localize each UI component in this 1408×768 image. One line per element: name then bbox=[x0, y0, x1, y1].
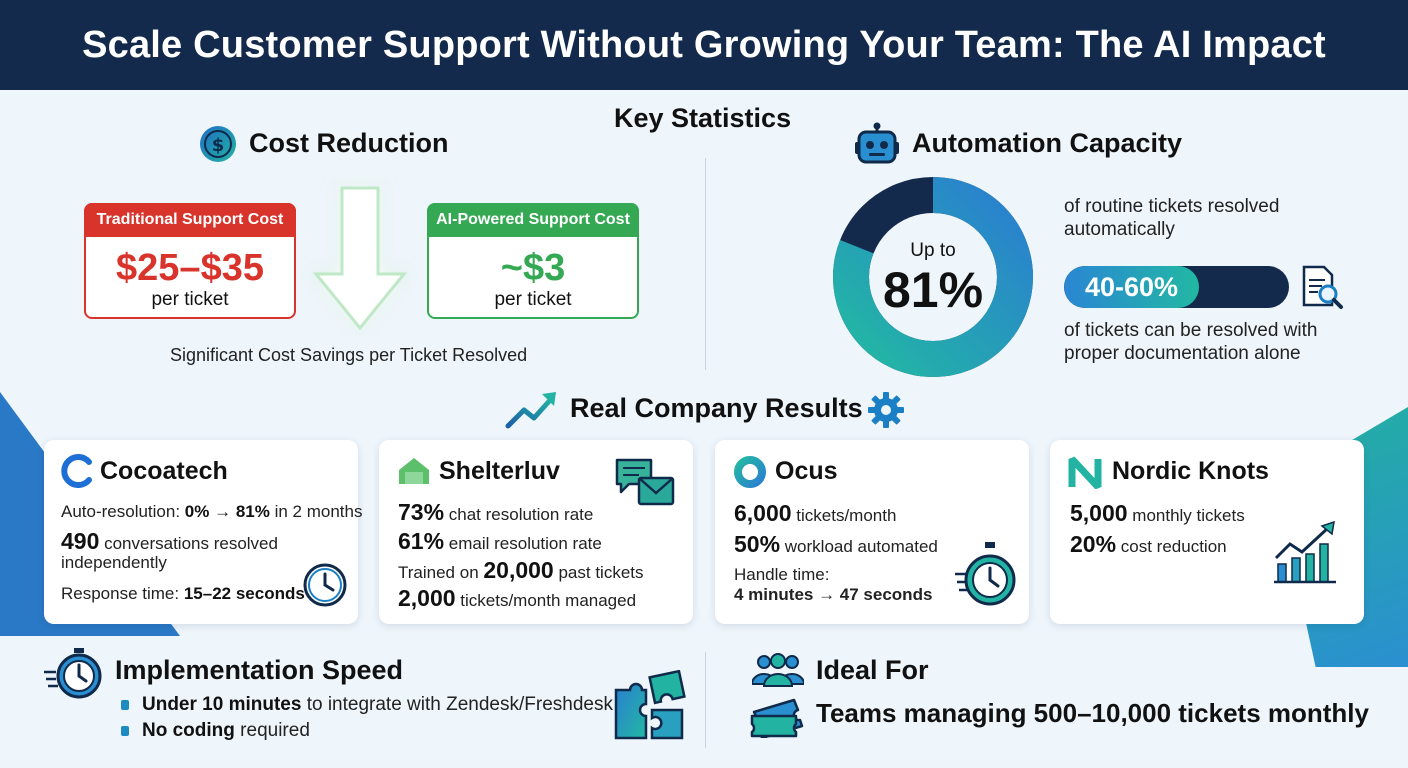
company-line: 20% cost reduction bbox=[1070, 531, 1227, 557]
company-line: 61% email resolution rate bbox=[398, 528, 602, 554]
traditional-cost-tag: Traditional Support Cost bbox=[84, 203, 296, 237]
ideal-for-text: Teams managing 500–10,000 tickets monthl… bbox=[816, 698, 1369, 728]
divider-bottom bbox=[705, 652, 706, 748]
traditional-cost-price: $25–$35 bbox=[116, 247, 264, 289]
company-card-nordic-knots: Nordic Knots 5,000 monthly tickets 20% c… bbox=[1050, 440, 1364, 624]
puzzle-icon bbox=[612, 669, 686, 742]
page-title: Scale Customer Support Without Growing Y… bbox=[82, 23, 1326, 66]
company-line: Auto-resolution: 0% → 81% in 2 months bbox=[61, 502, 363, 521]
ai-cost-price: ~$3 bbox=[500, 247, 566, 289]
ideal-for-title: Ideal For bbox=[816, 655, 929, 685]
ai-cost-tag: AI-Powered Support Cost bbox=[427, 203, 639, 237]
progress-label: 40-60% bbox=[1084, 271, 1179, 302]
cost-savings-caption: Significant Cost Savings per Ticket Reso… bbox=[170, 345, 528, 365]
company-card-ocus: Ocus 6,000 tickets/month 50% workload au… bbox=[715, 440, 1029, 624]
document-search-icon bbox=[1298, 264, 1344, 310]
divider-top bbox=[705, 158, 706, 370]
donut-value: 81% bbox=[882, 262, 984, 318]
dollar-coin-icon: $ bbox=[198, 124, 238, 164]
company-card-shelterluv: Shelterluv 73% chat resolution rate 61% … bbox=[379, 440, 693, 624]
company-line: 2,000 tickets/month managed bbox=[398, 585, 637, 611]
chat-email-icon bbox=[613, 456, 677, 508]
clock-icon bbox=[302, 562, 348, 608]
key-statistics-title: Key Statistics bbox=[614, 103, 792, 133]
company-name: Shelterluv bbox=[439, 457, 560, 485]
bullet-marker bbox=[121, 726, 129, 736]
automation-capacity-title: Automation Capacity bbox=[912, 128, 1183, 158]
bar-caption: of tickets can be resolved with proper d… bbox=[1064, 320, 1318, 364]
ocus-logo bbox=[733, 455, 767, 489]
cost-reduction-title: Cost Reduction bbox=[249, 128, 449, 158]
progress-fill: 40-60% bbox=[1064, 266, 1199, 308]
nordic-knots-logo bbox=[1068, 455, 1102, 490]
company-line: Response time: 15–22 seconds bbox=[61, 584, 305, 603]
donut-prefix: Up to bbox=[910, 240, 956, 261]
company-name: Nordic Knots bbox=[1112, 457, 1269, 485]
traditional-cost-per: per ticket bbox=[151, 289, 229, 310]
company-line: 5,000 monthly tickets bbox=[1070, 500, 1245, 526]
implementation-bullet-1: Under 10 minutes to integrate with Zende… bbox=[142, 694, 613, 715]
implementation-bullet-2: No coding required bbox=[142, 720, 310, 741]
results-title: Real Company Results bbox=[570, 393, 863, 423]
company-line: 4 minutes → 47 seconds bbox=[734, 585, 933, 604]
stopwatch-icon bbox=[953, 540, 1017, 608]
bullet-marker bbox=[121, 700, 129, 710]
down-arrow-icon bbox=[300, 176, 420, 336]
company-line: Handle time: bbox=[734, 565, 830, 584]
trend-up-icon bbox=[504, 388, 560, 432]
company-line: 490 conversations resolved bbox=[61, 528, 278, 554]
page-header: Scale Customer Support Without Growing Y… bbox=[0, 0, 1408, 90]
documentation-progress-bar: 40-60% bbox=[1064, 266, 1289, 308]
company-line: independently bbox=[61, 553, 167, 572]
company-line: 73% chat resolution rate bbox=[398, 499, 594, 525]
ticket-icon bbox=[750, 694, 806, 740]
implementation-title: Implementation Speed bbox=[115, 655, 404, 685]
shelterluv-logo bbox=[397, 456, 431, 490]
company-card-cocoatech: Cocoatech Auto-resolution: 0% → 81% in 2… bbox=[44, 440, 362, 624]
cocoatech-logo bbox=[60, 454, 94, 488]
robot-icon bbox=[853, 122, 901, 166]
svg-text:$: $ bbox=[212, 135, 225, 156]
company-line: 6,000 tickets/month bbox=[734, 500, 897, 526]
company-line: Trained on 20,000 past tickets bbox=[398, 557, 644, 583]
donut-caption: of routine tickets resolved automaticall… bbox=[1064, 196, 1280, 240]
company-name: Ocus bbox=[775, 457, 838, 485]
ai-cost-card: AI-Powered Support Cost ~$3 per ticket bbox=[427, 203, 639, 319]
automation-donut bbox=[833, 177, 1033, 377]
stopwatch-speed-icon bbox=[44, 646, 104, 700]
users-group-icon bbox=[750, 652, 806, 688]
company-line: 50% workload automated bbox=[734, 531, 938, 557]
gear-icon bbox=[866, 390, 906, 430]
ai-cost-per: per ticket bbox=[494, 289, 572, 310]
growth-chart-icon bbox=[1272, 520, 1338, 586]
company-name: Cocoatech bbox=[100, 457, 228, 485]
traditional-cost-card: Traditional Support Cost $25–$35 per tic… bbox=[84, 203, 296, 319]
